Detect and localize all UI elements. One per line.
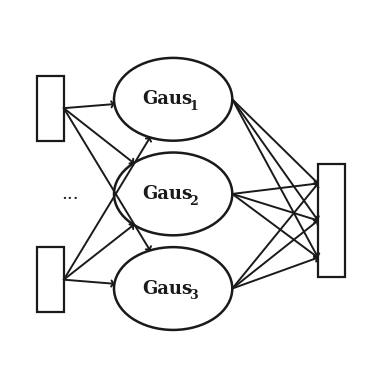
FancyBboxPatch shape	[37, 76, 64, 141]
Ellipse shape	[114, 152, 232, 235]
Text: Gaus: Gaus	[142, 280, 192, 298]
FancyBboxPatch shape	[37, 247, 64, 312]
Text: ...: ...	[61, 185, 78, 203]
Text: 3: 3	[189, 290, 198, 303]
Text: Gaus: Gaus	[142, 90, 192, 108]
Text: 2: 2	[189, 195, 198, 208]
Text: Gaus: Gaus	[142, 185, 192, 203]
Ellipse shape	[114, 247, 232, 330]
Text: 1: 1	[189, 100, 198, 113]
Ellipse shape	[114, 58, 232, 141]
FancyBboxPatch shape	[318, 164, 345, 277]
